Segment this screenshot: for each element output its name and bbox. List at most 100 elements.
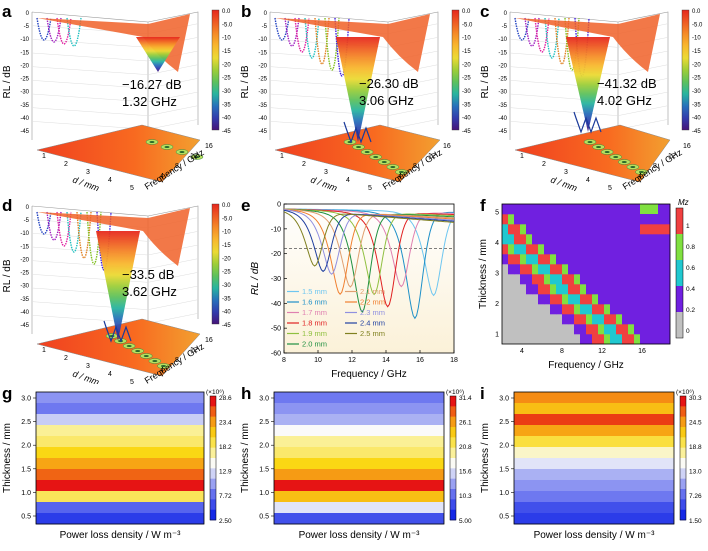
floor-dip-core — [390, 166, 396, 168]
colorbar-band — [450, 447, 456, 459]
heatmap-cell — [664, 254, 671, 265]
heatmap-cell — [520, 214, 527, 225]
heatmap-cell — [514, 214, 521, 225]
d-tick-label: 5 — [368, 185, 372, 192]
colorbar-tick: -15 — [222, 243, 231, 249]
heatmap-cell — [580, 224, 587, 235]
heatmap-cell — [532, 284, 539, 295]
heatmap-cell — [508, 264, 515, 275]
d-tick-label: 2 — [64, 161, 68, 168]
colorbar-tick: 7.72 — [219, 493, 232, 500]
colorbar-band — [210, 396, 216, 407]
heatmap-cell — [628, 244, 635, 255]
y-tick-label: 0 — [277, 202, 281, 209]
colorbar-tick: -15 — [462, 49, 471, 55]
floor-dip-core — [604, 151, 610, 153]
heatmap-cell — [616, 224, 623, 235]
y-tick-label: 1.5 — [499, 466, 509, 473]
heatmap-cell — [586, 304, 593, 315]
z-tick-label: -25 — [20, 271, 29, 277]
heatmap-cell — [574, 224, 581, 235]
legend-label: 2.1 mm — [360, 287, 385, 296]
y-tick-label: 2 — [495, 301, 499, 308]
heatmap-row — [36, 458, 204, 470]
heatmap-cell — [664, 224, 671, 235]
heatmap-cell — [580, 254, 587, 265]
heatmap-cell — [646, 284, 653, 295]
floor-dip-core — [194, 156, 200, 158]
d-tick-label: 5 — [608, 185, 612, 192]
heatmap-cell — [586, 284, 593, 295]
heatmap-cell — [568, 294, 575, 305]
colorbar-tick: 0.0 — [692, 9, 701, 15]
colorbar-band — [210, 416, 216, 428]
heatmap-cell — [610, 224, 617, 235]
colorbar-tick: 28.6 — [219, 395, 232, 402]
heatmap-cell — [664, 284, 671, 295]
z-tick-label: -20 — [20, 63, 29, 69]
heatmap-cell — [604, 324, 611, 335]
f-tick-label: 12 — [668, 153, 676, 160]
heatmap-cell — [586, 314, 593, 325]
heatmap-cell — [544, 274, 551, 285]
heatmap-cell — [622, 314, 629, 325]
colorbar-tick: 23.4 — [219, 420, 232, 427]
colorbar-band — [680, 499, 686, 510]
annotation-a-rl: −16.27 dB — [122, 77, 182, 92]
z-tick-label: -5 — [502, 24, 508, 30]
heatmap-cell — [538, 234, 545, 245]
floor-dip-core — [596, 146, 602, 148]
heatmap-cell — [580, 234, 587, 245]
f-tick-label: 16 — [683, 143, 691, 150]
heatmap-cell — [580, 244, 587, 255]
heatmap-cell — [574, 324, 581, 335]
colorbar-tick: -35 — [222, 296, 231, 302]
z-tick-label: -15 — [20, 50, 29, 56]
panel-label-h: h — [241, 384, 252, 403]
colorbar-tick: 0.8 — [686, 244, 695, 251]
heatmap-cell — [562, 274, 569, 285]
y-tick-label: 2.0 — [259, 443, 269, 450]
grid-line — [387, 119, 439, 130]
heatmap-row — [36, 436, 204, 448]
heatmap-cell — [550, 264, 557, 275]
heatmap-cell — [646, 264, 653, 275]
grid-line — [147, 258, 199, 269]
heatmap-cell — [562, 314, 569, 325]
heatmap-row — [36, 480, 204, 492]
y-tick-label: 3.0 — [21, 396, 31, 403]
heatmap-cell — [586, 264, 593, 275]
heatmap-cell — [550, 234, 557, 245]
series-line-2-5-mm — [283, 211, 455, 267]
grid-line — [147, 299, 199, 310]
floor-dip-core — [164, 146, 170, 148]
heatmap-cell — [538, 244, 545, 255]
heatmap-cell — [520, 254, 527, 265]
heatmap-cell — [562, 264, 569, 275]
heatmap-cell — [580, 204, 587, 215]
d-tick-label: 4 — [108, 371, 112, 378]
heatmap-cell — [562, 304, 569, 315]
heatmap-cell — [568, 304, 575, 315]
heatmap-cell — [532, 224, 539, 235]
d-tick-label: 2 — [64, 355, 68, 362]
heatmap-cell — [604, 204, 611, 215]
z-tick-label: -40 — [20, 116, 29, 122]
f-tick-label: 12 — [428, 153, 436, 160]
heatmap-cell — [646, 294, 653, 305]
annotation-b-rl: −26.30 dB — [359, 76, 419, 91]
f-tick-label: 8 — [175, 357, 179, 364]
heatmap-cell — [532, 254, 539, 265]
colorbar-tick: 18.2 — [219, 444, 232, 451]
heatmap-cell — [520, 234, 527, 245]
colorbar-tick: -35 — [462, 102, 471, 108]
heatmap-cell — [628, 324, 635, 335]
floor-dip-core — [587, 141, 593, 143]
heatmap-cell — [586, 234, 593, 245]
heatmap-row — [274, 436, 444, 448]
heatmap-cell — [652, 244, 659, 255]
heatmap-cell — [622, 234, 629, 245]
heatmap-row — [274, 491, 444, 503]
